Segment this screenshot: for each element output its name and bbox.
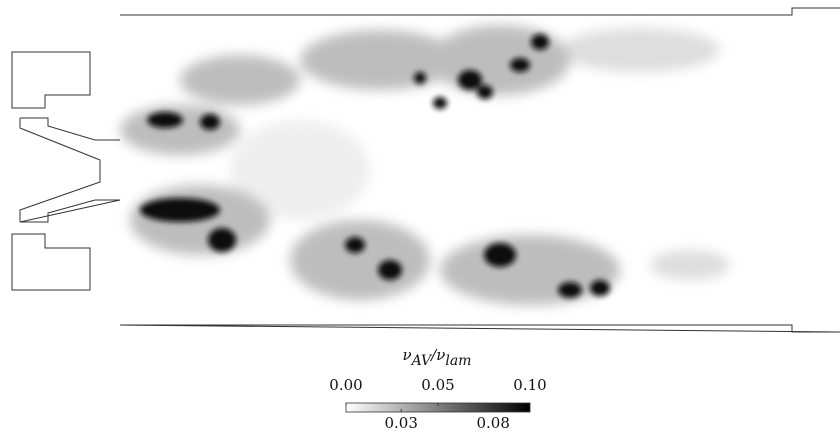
- colorbar-tick-label: 0.08: [476, 414, 509, 432]
- label-part: ν: [403, 346, 412, 364]
- label-part: AV: [410, 353, 433, 369]
- field: [120, 25, 730, 305]
- colorbar-tick-label: 0.03: [384, 414, 417, 432]
- geometry-outline: [11, 7, 840, 333]
- label-part: lam: [445, 353, 471, 369]
- label-part: /ν: [429, 346, 445, 364]
- colorbar-label: νAV/νlam: [403, 346, 472, 369]
- colorbar-tick-label: 0.05: [421, 376, 454, 394]
- colorbar-tick-label: 0.10: [513, 376, 546, 394]
- colorbar-tick-label: 0.00: [329, 376, 362, 394]
